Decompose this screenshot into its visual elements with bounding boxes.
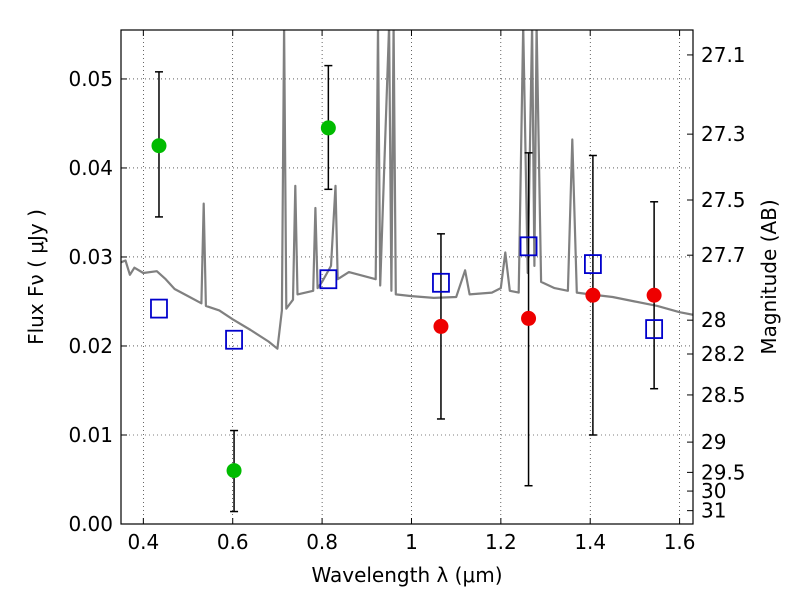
model-photometry-square bbox=[519, 236, 538, 257]
y-tick-label: 0.01 bbox=[68, 423, 113, 447]
x-tick-label: 1.2 bbox=[485, 530, 517, 554]
y-tick-label: 0.05 bbox=[68, 67, 113, 91]
y2-tick-label: 27.3 bbox=[701, 122, 746, 146]
y2-tick-label: 28.5 bbox=[701, 383, 746, 407]
y-tick-label: 0.00 bbox=[68, 512, 113, 536]
y2-axis-label: Magnitude (AB) bbox=[757, 199, 781, 354]
y-tick-label: 0.02 bbox=[68, 334, 113, 358]
x-tick-label: 1 bbox=[405, 530, 418, 554]
plot-frame bbox=[120, 29, 694, 525]
model-photometry-square bbox=[150, 298, 168, 319]
observed-flux-point bbox=[585, 287, 601, 303]
observed-flux-point bbox=[226, 463, 242, 479]
observed-flux-point bbox=[646, 287, 662, 303]
y2-tick-label: 29.5 bbox=[701, 460, 746, 484]
x-tick-label: 1.6 bbox=[664, 530, 696, 554]
model-spectrum-line bbox=[121, 30, 693, 350]
x-tick-label: 0.8 bbox=[306, 530, 338, 554]
model-photometry-square bbox=[584, 254, 602, 274]
spectrum-layer bbox=[121, 30, 693, 350]
x-tick-label: 0.4 bbox=[127, 530, 159, 554]
x-tick-label: 0.6 bbox=[217, 530, 249, 554]
grid bbox=[121, 30, 693, 524]
y2-tick-label: 27.1 bbox=[701, 43, 746, 67]
observed-flux-point bbox=[151, 138, 167, 154]
y2-tick-label: 27.7 bbox=[701, 243, 746, 267]
model-photometry-square bbox=[432, 272, 450, 293]
x-axis-label: Wavelength λ (μm) bbox=[311, 563, 502, 587]
plot-area bbox=[121, 30, 693, 524]
observed-flux-point bbox=[521, 310, 537, 326]
y-tick-label: 0.04 bbox=[68, 156, 113, 180]
y-tick-label: 0.03 bbox=[68, 245, 113, 269]
model-photometry-square bbox=[319, 269, 338, 290]
y2-tick-label: 28 bbox=[701, 308, 726, 332]
observed-flux-point bbox=[320, 120, 336, 136]
observed-flux-point bbox=[433, 318, 449, 334]
y2-tick-label: 28.2 bbox=[701, 342, 746, 366]
x-tick-label: 1.4 bbox=[574, 530, 606, 554]
marker-layer bbox=[150, 120, 664, 479]
model-photometry-square bbox=[225, 329, 243, 350]
y-axis-label: Flux Fν ( μJy ) bbox=[24, 209, 48, 345]
model-photometry-square bbox=[645, 319, 664, 339]
y2-tick-label: 29 bbox=[701, 430, 726, 454]
y2-tick-label: 31 bbox=[701, 499, 726, 523]
y-axis: 0.00 0.01 0.02 0.03 0.04 0.05 bbox=[68, 67, 127, 536]
x-axis: 0.4 0.6 0.8 1 1.2 1.4 1.6 bbox=[127, 30, 696, 554]
y2-tick-label: 30 bbox=[701, 479, 726, 503]
y2-tick-label: 27.5 bbox=[701, 188, 746, 212]
